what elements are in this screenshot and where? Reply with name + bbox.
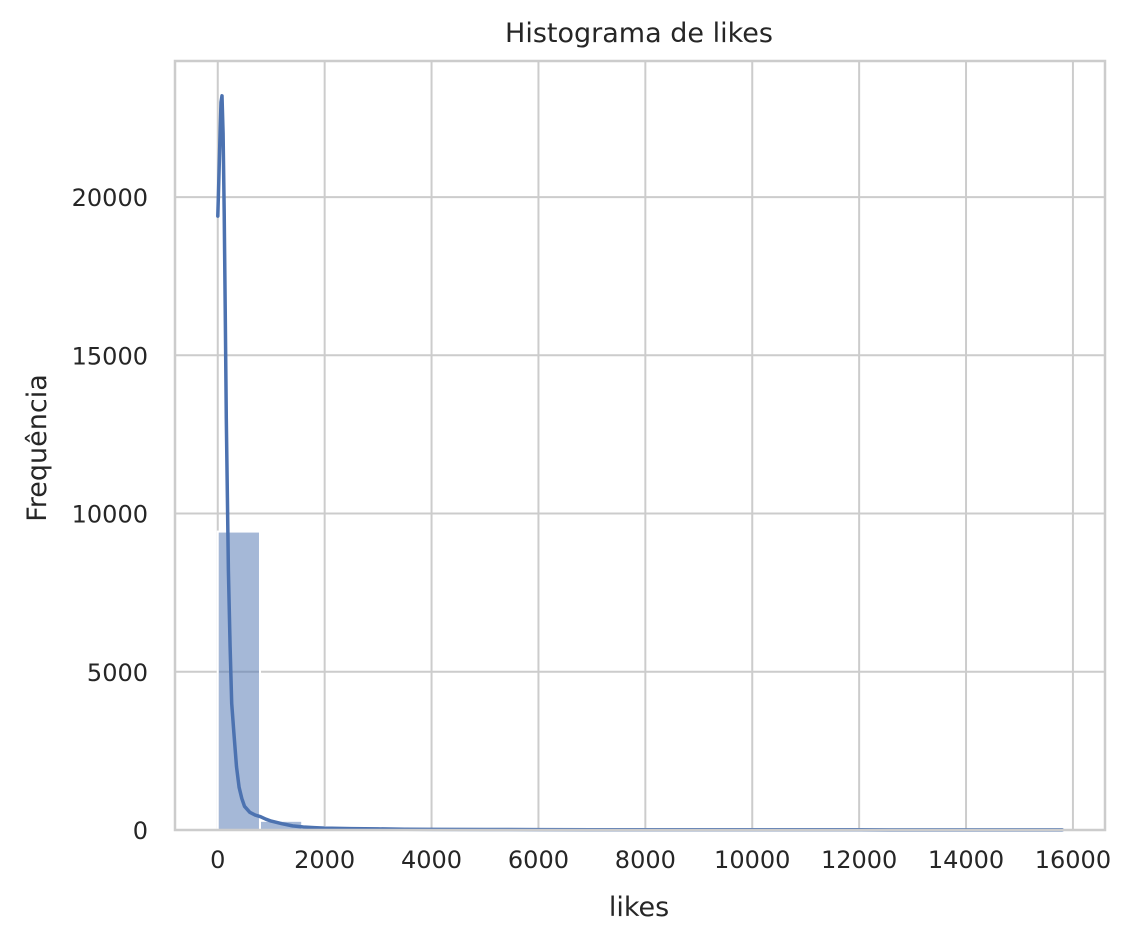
y-tick-label: 15000 — [72, 342, 148, 370]
x-tick-label: 8000 — [615, 846, 676, 874]
plot-frame — [173, 59, 1107, 832]
x-tick-label: 6000 — [508, 846, 569, 874]
x-tick-label: 12000 — [821, 846, 897, 874]
kde-line — [216, 94, 1064, 832]
x-tick-label: 16000 — [1035, 846, 1111, 874]
y-tick-label: 5000 — [87, 659, 148, 687]
x-axis-label: likes — [609, 892, 669, 923]
y-tick-labels: 0 5000 10000 15000 20000 — [72, 184, 148, 845]
x-tick-label: 4000 — [401, 846, 462, 874]
y-tick-label: 20000 — [72, 184, 148, 212]
x-tick-label: 14000 — [928, 846, 1004, 874]
y-tick-label: 0 — [133, 817, 148, 845]
histogram-bars — [216, 530, 1064, 832]
plot-border — [173, 59, 1107, 832]
kde-curve-group — [216, 94, 1064, 832]
x-tick-label: 2000 — [294, 846, 355, 874]
x-tick-label: 10000 — [714, 846, 790, 874]
x-tick-label: 0 — [210, 846, 225, 874]
y-tick-label: 10000 — [72, 501, 148, 529]
chart-title: Histograma de likes — [505, 18, 773, 49]
grid-lines — [175, 61, 1105, 831]
y-axis-label: Frequência — [22, 374, 53, 522]
x-tick-labels: 0 2000 4000 6000 8000 10000 12000 14000 16000 — [210, 846, 1111, 874]
